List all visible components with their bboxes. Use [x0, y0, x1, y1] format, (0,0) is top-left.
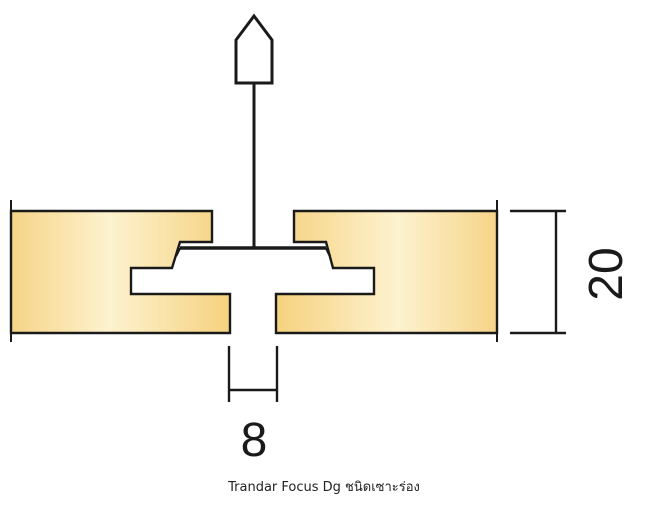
dimension-gap: 8: [227, 346, 279, 467]
dimension-thickness: 20: [510, 209, 633, 335]
dimension-gap-label: 8: [241, 414, 268, 467]
right-ceiling-panel: [274, 209, 499, 335]
grid-flange-right-bend: [324, 247, 332, 257]
dimension-thickness-label: 20: [580, 247, 633, 300]
diagram-caption: Trandar Focus Dg ชนิดเซาะร่อง: [228, 480, 420, 495]
grid-flange-left-bend: [174, 247, 182, 257]
hanger-rod: [234, 13, 274, 248]
left-ceiling-panel: [9, 209, 232, 335]
hanger-arrow-head: [234, 13, 274, 85]
